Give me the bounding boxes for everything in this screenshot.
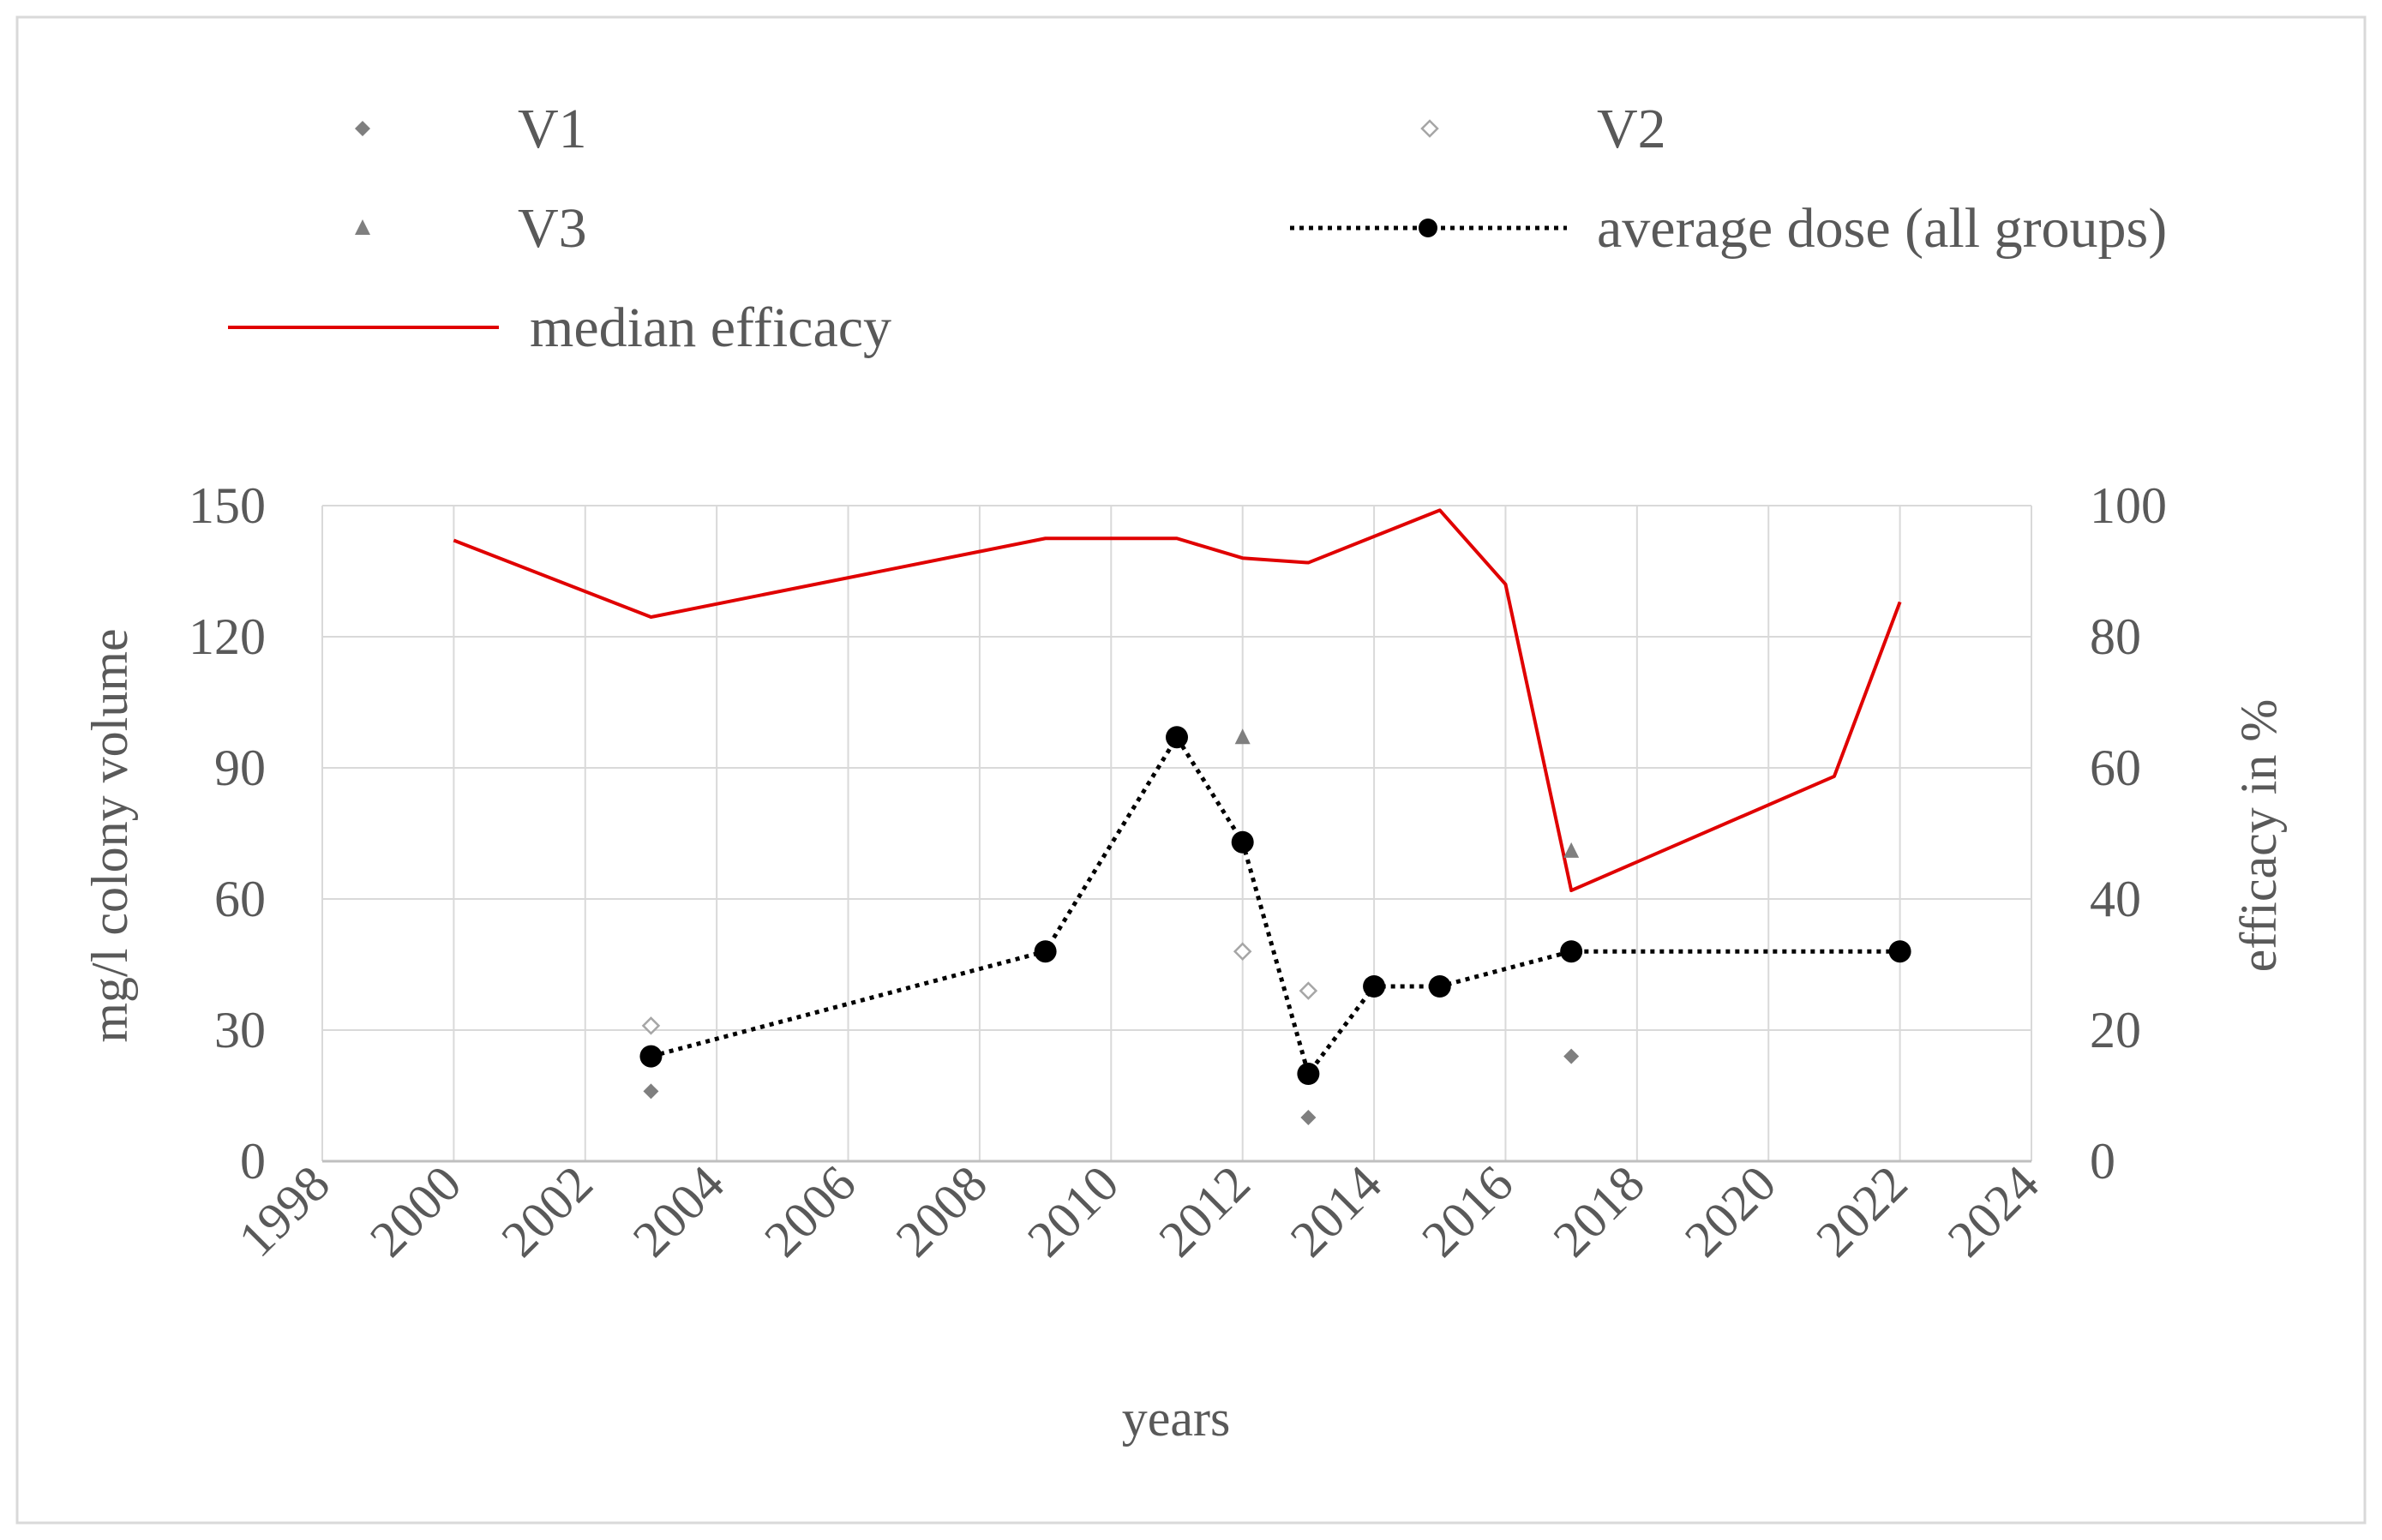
y2-tick-label: 80: [2090, 608, 2141, 665]
chart-frame: [15, 15, 2367, 1525]
y2-tick-label: 0: [2090, 1133, 2115, 1189]
average-dose-line: [650, 734, 1900, 1076]
legend-marker-v3: [355, 219, 370, 235]
legend-marker-v1: [355, 121, 370, 136]
y-tick-label: 150: [189, 477, 266, 534]
y2-tick-label: 40: [2090, 871, 2141, 927]
legend-label-median-efficacy: median efficacy: [530, 297, 891, 359]
y2-tick-label: 100: [2090, 477, 2167, 534]
legend-label-v1: V1: [518, 98, 587, 160]
v2-point: [1299, 981, 1318, 1000]
v1-point: [1300, 1110, 1317, 1125]
y2-tick-label: 60: [2090, 740, 2141, 796]
legend: V1 V2 V3 average dose (all groups) median ef…: [228, 98, 2167, 359]
average-dose-point: [1560, 940, 1583, 963]
legend-label-v2: V2: [1597, 98, 1666, 160]
average-dose-point: [1231, 830, 1254, 854]
v2-point: [1233, 942, 1252, 961]
legend-marker-average-dose-all-groups: [1419, 219, 1437, 237]
y-tick-label: 60: [214, 871, 266, 927]
legend-label-v3: V3: [518, 197, 587, 260]
v3-point: [1234, 728, 1251, 745]
average-dose-point: [1034, 940, 1057, 963]
legend-marker-v2: [1420, 119, 1439, 138]
v1-point: [1563, 1048, 1580, 1064]
average-dose-point: [1428, 975, 1451, 998]
average-dose-point: [1297, 1063, 1320, 1085]
y-axis-title: mg/l colony volume: [81, 628, 138, 1042]
y-tick-label: 0: [240, 1133, 266, 1189]
x-axis-title: years: [1122, 1390, 1231, 1447]
y-tick-label: 30: [214, 1002, 266, 1058]
y-tick-label: 120: [189, 608, 266, 665]
y2-tick-label: 20: [2090, 1002, 2141, 1058]
average-dose-point: [1363, 975, 1386, 998]
average-dose-point: [1166, 726, 1188, 749]
y2-axis-title: efficacy in %: [2230, 699, 2287, 973]
y-tick-label: 90: [214, 740, 266, 796]
v1-point: [643, 1083, 659, 1100]
median-efficacy-line: [453, 508, 1902, 893]
v3-point: [1563, 842, 1580, 858]
legend-label-average-dose-all-groups: average dose (all groups): [1597, 197, 2167, 260]
average-dose-point: [1888, 940, 1911, 963]
average-dose-point: [639, 1045, 663, 1068]
plot-series: [453, 508, 1911, 1125]
gridlines: [321, 505, 2032, 1161]
v2-point: [641, 1016, 661, 1035]
